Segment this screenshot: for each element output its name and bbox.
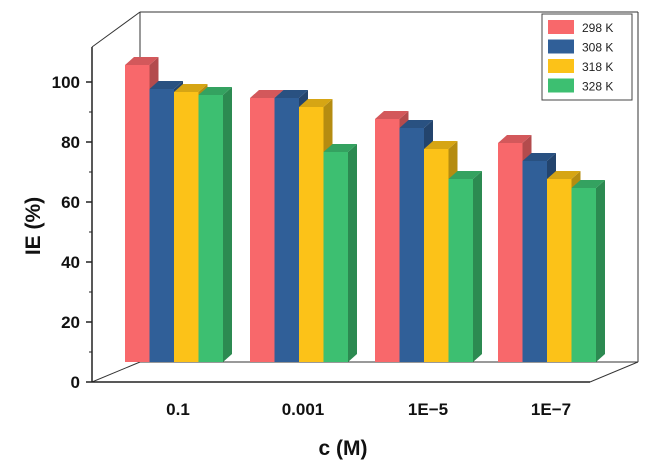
legend-item: 328 K xyxy=(548,78,613,94)
bar-front xyxy=(274,98,299,362)
y-tick-label: 80 xyxy=(61,133,80,152)
legend-label: 308 K xyxy=(582,41,613,55)
bar-top xyxy=(299,99,333,107)
x-tick-label: 0.001 xyxy=(282,400,325,419)
bar-top xyxy=(498,135,532,143)
x-tick-label: 1E−5 xyxy=(408,400,448,419)
bar-front xyxy=(547,179,572,362)
bars-group xyxy=(125,57,605,362)
legend-item: 308 K xyxy=(548,39,613,55)
legend: 298 K 308 K 318 K 328 K xyxy=(541,13,633,101)
legend-label: 328 K xyxy=(582,80,613,94)
side-wall-top-edge xyxy=(91,11,141,48)
bar-front xyxy=(424,149,449,362)
bar-front xyxy=(125,65,150,362)
bar-top xyxy=(250,90,284,98)
bar-side xyxy=(223,87,232,362)
legend-item: 298 K xyxy=(548,20,613,35)
bar-328K-0 xyxy=(198,87,232,362)
legend-item: 318 K xyxy=(548,59,613,74)
bar-side xyxy=(348,144,357,362)
bar-top xyxy=(571,180,605,188)
bar-top xyxy=(448,171,482,179)
legend-swatch xyxy=(548,20,574,34)
bar-top xyxy=(149,81,183,89)
bar-top xyxy=(399,120,433,128)
legend-swatch xyxy=(548,78,574,93)
bar-front xyxy=(299,107,324,362)
legend-swatch xyxy=(548,59,574,73)
bar-front xyxy=(571,188,596,362)
x-tick-label: 1E−7 xyxy=(531,400,571,419)
y-tick-label: 60 xyxy=(61,193,80,212)
bar-top xyxy=(375,111,409,119)
axes-group: 0 20 40 60 80 100 0.1 0.001 1E−5 1E−7 xyxy=(52,47,590,419)
bar-front xyxy=(149,89,174,362)
x-axis-title: c (M) xyxy=(319,437,368,460)
bar-top xyxy=(125,57,159,65)
legend-swatch xyxy=(548,39,574,54)
legend-label: 298 K xyxy=(582,21,613,35)
bar-top xyxy=(274,90,308,98)
bar-front xyxy=(498,143,523,362)
bar-328K-3 xyxy=(571,180,605,362)
bar-front xyxy=(375,119,400,362)
x-tick-label: 0.1 xyxy=(166,400,190,419)
bar-top xyxy=(174,84,208,92)
legend-label: 318 K xyxy=(582,60,613,74)
bar-top xyxy=(198,87,232,95)
bar-328K-2 xyxy=(448,171,482,362)
bar-side xyxy=(596,180,605,362)
bar-front xyxy=(399,128,424,362)
bar-top xyxy=(522,153,556,161)
y-axis-title: IE (%) xyxy=(22,197,45,255)
bar-top xyxy=(323,144,357,152)
bar-front xyxy=(323,152,348,362)
y-tick-label: 100 xyxy=(52,73,80,92)
bar-side xyxy=(473,171,482,362)
bar-front xyxy=(174,92,199,362)
floor-right-edge xyxy=(589,361,639,383)
bar-328K-1 xyxy=(323,144,357,362)
bar-top xyxy=(547,171,581,179)
bar-front xyxy=(522,161,547,362)
floor-left-edge xyxy=(91,361,141,383)
bar-top xyxy=(424,141,458,149)
bar-front xyxy=(198,95,223,362)
y-tick-label: 0 xyxy=(71,373,80,392)
bar-front xyxy=(448,179,473,362)
y-tick-label: 40 xyxy=(61,253,80,272)
bar-front xyxy=(250,98,275,362)
y-tick-label: 20 xyxy=(61,313,80,332)
